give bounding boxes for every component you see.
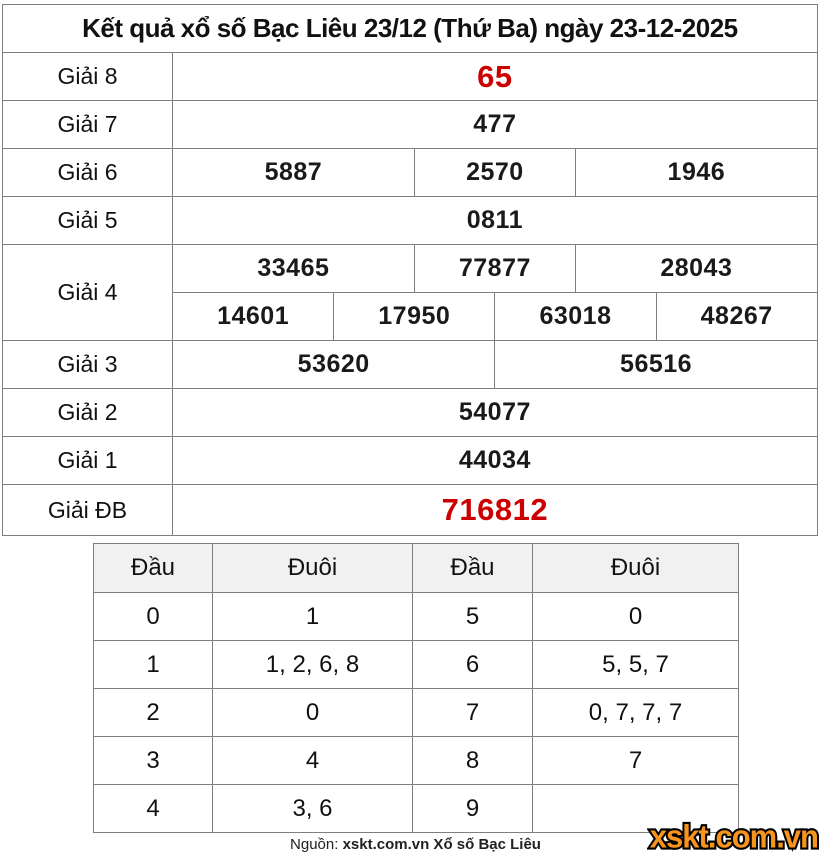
tail-cell: 7 bbox=[532, 736, 739, 785]
tail-cell: 1, 2, 6, 8 bbox=[212, 640, 413, 689]
tail-cell bbox=[532, 784, 739, 833]
prize-value-g3-1: 53620 bbox=[171, 340, 496, 389]
source-prefix: Nguồn: bbox=[290, 836, 339, 853]
prize-value-g4-6: 63018 bbox=[494, 292, 657, 341]
prize-value-g4-4: 14601 bbox=[171, 292, 335, 341]
head-cell: 0 bbox=[93, 592, 213, 641]
head-cell: 5 bbox=[412, 592, 533, 641]
tail-cell: 0 bbox=[532, 592, 739, 641]
prize-label-g2: Giải 2 bbox=[2, 388, 173, 437]
prize-value-g6-2: 2570 bbox=[413, 148, 576, 197]
header-duoi-left: Đuôi bbox=[212, 543, 413, 593]
prize-label-g4: Giải 4 bbox=[2, 244, 173, 341]
tail-cell: 3, 6 bbox=[212, 784, 413, 833]
tail-cell: 0 bbox=[212, 688, 413, 737]
head-cell: 4 bbox=[93, 784, 213, 833]
prize-row-gdb: Giải ĐB 716812 bbox=[2, 484, 818, 536]
prize-row-g7: Giải 7 477 bbox=[2, 100, 818, 149]
prize-label-g6: Giải 6 bbox=[2, 148, 173, 197]
page-title: Kết quả xổ số Bạc Liêu 23/12 (Thứ Ba) ng… bbox=[2, 4, 818, 53]
prize-label-g5: Giải 5 bbox=[2, 196, 173, 245]
head-cell: 8 bbox=[412, 736, 533, 785]
prize-value-g8: 65 bbox=[172, 52, 818, 101]
prize-row-g4b: 14601 17950 63018 48267 bbox=[3, 292, 818, 341]
prize-value-g5: 0811 bbox=[172, 196, 818, 245]
prize-row-g4a: Giải 4 33465 77877 28043 bbox=[2, 244, 818, 341]
tail-cell: 1 bbox=[212, 592, 413, 641]
prize-row-g8: Giải 8 65 bbox=[2, 52, 818, 101]
head-cell: 1 bbox=[93, 640, 213, 689]
tail-cell: 4 bbox=[212, 736, 413, 785]
prize-value-g4-5: 17950 bbox=[333, 292, 496, 341]
title-row: Kết quả xổ số Bạc Liêu 23/12 (Thứ Ba) ng… bbox=[2, 4, 818, 53]
prize-row-g3: Giải 3 53620 56516 bbox=[2, 340, 818, 389]
head-tail-row-0: 0 1 5 0 bbox=[93, 592, 739, 641]
head-tail-row-4: 4 3, 6 9 bbox=[93, 784, 739, 833]
head-tail-table: Đầu Đuôi Đầu Đuôi 0 1 5 0 1 1, 2, 6, 8 6… bbox=[93, 543, 739, 833]
prize-value-g3-2: 56516 bbox=[494, 340, 818, 389]
prize-results-table: Kết quả xổ số Bạc Liêu 23/12 (Thứ Ba) ng… bbox=[2, 4, 818, 536]
prize-value-g2: 54077 bbox=[172, 388, 818, 437]
prize-label-g1: Giải 1 bbox=[2, 436, 173, 485]
source-name: xskt.com.vn Xổ số Bạc Liêu bbox=[342, 836, 541, 853]
head-tail-header-row: Đầu Đuôi Đầu Đuôi bbox=[93, 543, 739, 593]
tail-cell: 0, 7, 7, 7 bbox=[532, 688, 739, 737]
source-line: Nguồn: xskt.com.vn Xổ số Bạc Liêu bbox=[93, 836, 738, 853]
prize-value-g4-3: 28043 bbox=[574, 244, 818, 293]
prize-row-g5: Giải 5 0811 bbox=[2, 196, 818, 245]
header-duoi-right: Đuôi bbox=[532, 543, 739, 593]
header-dau-left: Đầu bbox=[93, 543, 213, 593]
prize-row-g2: Giải 2 54077 bbox=[2, 388, 818, 437]
prize-value-g4-7: 48267 bbox=[655, 292, 818, 341]
head-cell: 3 bbox=[93, 736, 213, 785]
header-dau-right: Đầu bbox=[412, 543, 533, 593]
head-tail-row-1: 1 1, 2, 6, 8 6 5, 5, 7 bbox=[93, 640, 739, 689]
prize-value-g7: 477 bbox=[172, 100, 818, 149]
prize-label-g8: Giải 8 bbox=[2, 52, 173, 101]
prize-value-g4-2: 77877 bbox=[413, 244, 576, 293]
head-tail-row-3: 3 4 8 7 bbox=[93, 736, 739, 785]
head-tail-row-2: 2 0 7 0, 7, 7, 7 bbox=[93, 688, 739, 737]
prize-row-g1: Giải 1 44034 bbox=[2, 436, 818, 485]
xskt-logo[interactable]: xskt.com.vn bbox=[648, 818, 819, 855]
head-cell: 6 bbox=[412, 640, 533, 689]
tail-cell: 5, 5, 7 bbox=[532, 640, 739, 689]
prize-value-g6-1: 5887 bbox=[172, 148, 415, 197]
head-cell: 2 bbox=[93, 688, 213, 737]
prize-label-gdb: Giải ĐB bbox=[2, 484, 173, 536]
head-cell: 7 bbox=[412, 688, 533, 737]
prize-value-gdb: 716812 bbox=[172, 484, 818, 536]
prize-row-g6: Giải 6 5887 2570 1946 bbox=[2, 148, 818, 197]
prize-label-g3: Giải 3 bbox=[2, 340, 173, 389]
prize-label-g7: Giải 7 bbox=[2, 100, 173, 149]
prize-value-g6-3: 1946 bbox=[574, 148, 818, 197]
head-cell: 9 bbox=[412, 784, 533, 833]
prize-value-g4-1: 33465 bbox=[172, 244, 415, 293]
prize-value-g1: 44034 bbox=[172, 436, 818, 485]
